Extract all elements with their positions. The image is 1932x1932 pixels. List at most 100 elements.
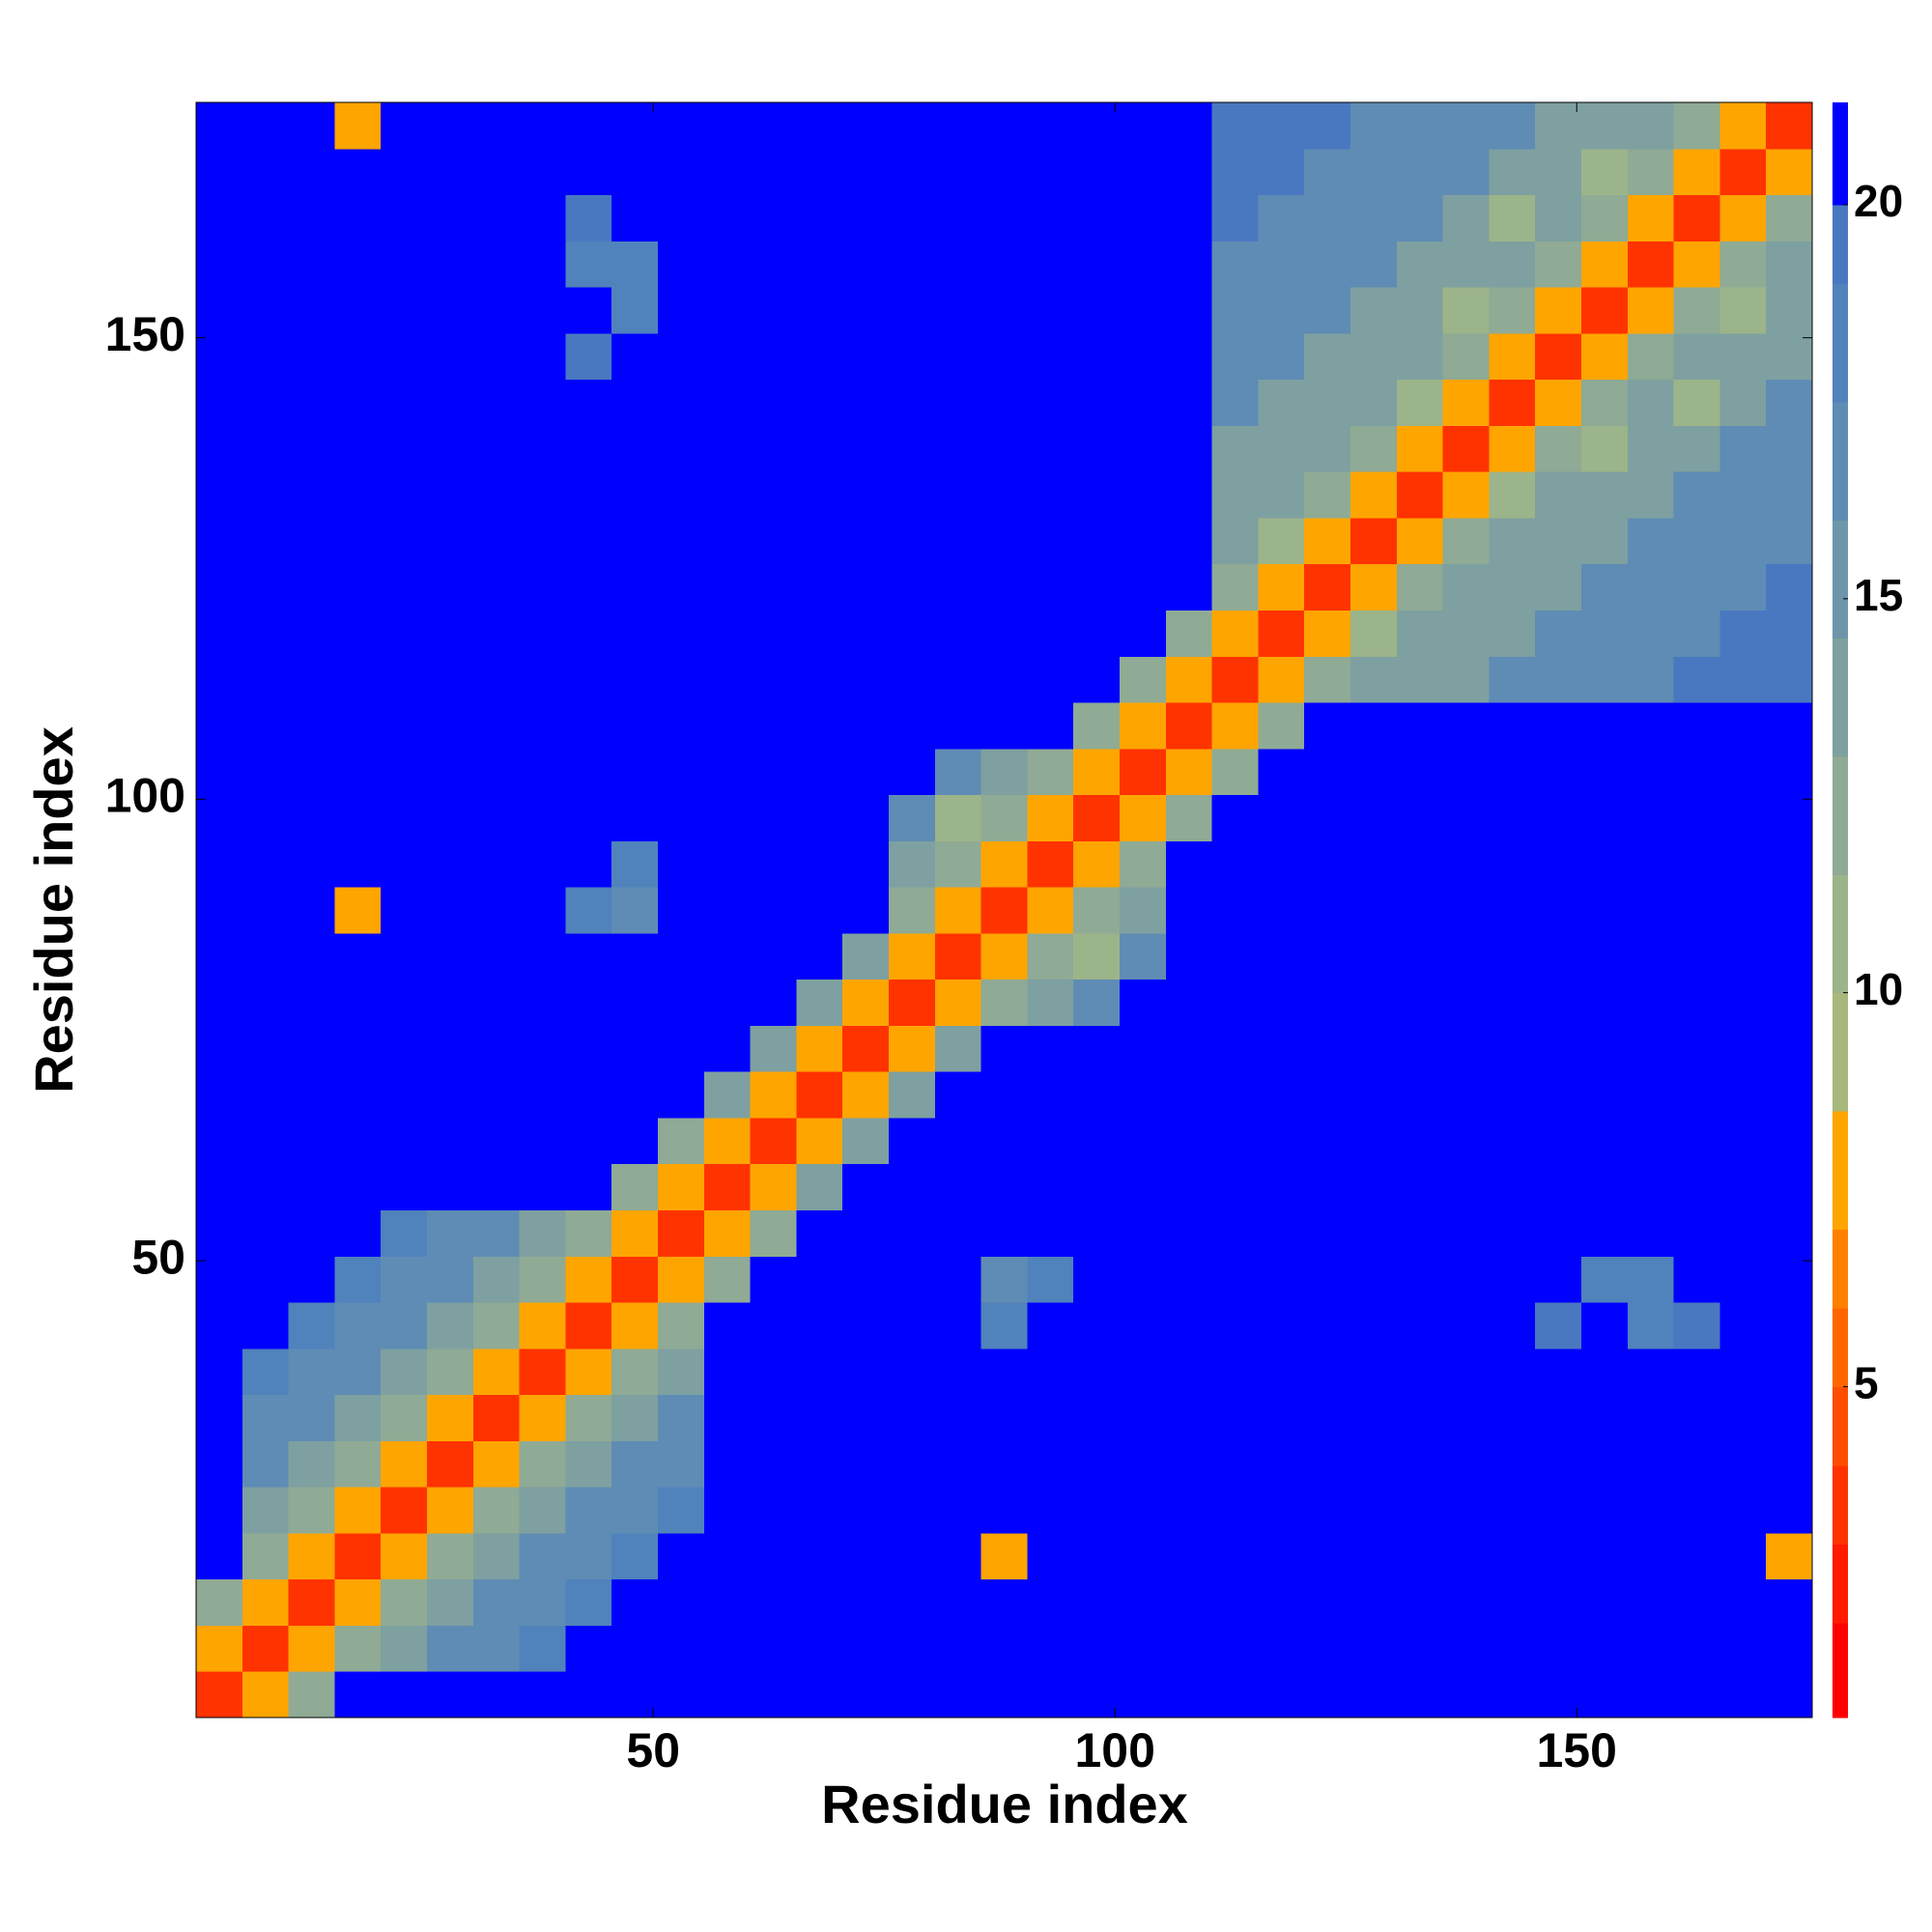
heatmap-cell xyxy=(565,1671,612,1719)
heatmap-cell xyxy=(1489,1117,1536,1165)
heatmap-cell xyxy=(1535,1071,1582,1119)
heatmap-cell xyxy=(934,610,982,657)
heatmap-cell xyxy=(242,1487,290,1534)
heatmap-cell xyxy=(934,1578,982,1626)
heatmap-cell xyxy=(1673,148,1720,196)
heatmap-cell xyxy=(889,748,936,796)
heatmap-cell xyxy=(1535,887,1582,934)
heatmap-cell xyxy=(1258,241,1305,288)
heatmap-cell xyxy=(427,702,474,750)
heatmap-cell xyxy=(796,1209,843,1257)
heatmap-cell xyxy=(1442,1625,1490,1672)
heatmap-cell xyxy=(658,1671,705,1719)
heatmap-cell xyxy=(1120,194,1167,242)
heatmap-cell xyxy=(1396,1440,1444,1488)
heatmap-cell xyxy=(934,1256,982,1303)
heatmap-cell xyxy=(1766,887,1813,934)
heatmap-cell xyxy=(1258,1578,1305,1626)
heatmap-cell xyxy=(242,1578,290,1626)
heatmap-cell xyxy=(1350,656,1398,703)
heatmap-cell xyxy=(196,932,243,980)
heatmap-cell xyxy=(1120,1071,1167,1119)
heatmap-cell xyxy=(1120,1209,1167,1257)
heatmap-cell xyxy=(288,840,335,888)
heatmap-cell xyxy=(1719,1532,1767,1580)
heatmap-cell xyxy=(427,610,474,657)
heatmap-cell xyxy=(381,840,428,888)
heatmap-cell xyxy=(1350,1578,1398,1626)
heatmap-cell xyxy=(1211,332,1259,381)
heatmap-cell xyxy=(196,702,243,750)
heatmap-cell xyxy=(658,1487,705,1534)
heatmap-cell xyxy=(242,610,290,657)
heatmap-cell xyxy=(1489,102,1536,150)
heatmap-cell xyxy=(889,1578,936,1626)
heatmap-cell xyxy=(1073,241,1121,288)
heatmap-cell xyxy=(427,241,474,288)
heatmap-cell xyxy=(1304,748,1351,796)
heatmap-cell xyxy=(565,887,612,934)
heatmap-cell xyxy=(934,517,982,565)
heatmap-cell xyxy=(519,148,566,196)
heatmap-cell xyxy=(1489,656,1536,703)
y-tick-label: 100 xyxy=(105,769,185,823)
heatmap-cell xyxy=(1442,1578,1490,1626)
heatmap-cell xyxy=(472,148,521,196)
heatmap-cell xyxy=(1211,1348,1259,1396)
heatmap-cell xyxy=(1350,148,1398,196)
heatmap-cell xyxy=(196,656,243,703)
heatmap-cell xyxy=(1489,979,1536,1026)
colorbar: 5 10 15 20 xyxy=(1833,102,1903,1719)
heatmap-cell xyxy=(703,1625,752,1672)
heatmap-cell xyxy=(1258,979,1305,1026)
heatmap-cell xyxy=(842,840,890,888)
heatmap-cell xyxy=(980,840,1028,888)
heatmap-cell xyxy=(1027,748,1074,796)
heatmap-cell xyxy=(1719,517,1767,565)
heatmap-cell xyxy=(519,979,566,1026)
heatmap-cell xyxy=(1489,1071,1536,1119)
heatmap-cell xyxy=(1120,748,1167,796)
heatmap-cell xyxy=(1211,887,1259,934)
heatmap-cell xyxy=(519,1025,566,1072)
heatmap-cell xyxy=(1673,379,1720,426)
heatmap-cell xyxy=(427,840,474,888)
heatmap-cell xyxy=(1258,1209,1305,1257)
heatmap-cell xyxy=(288,563,335,611)
heatmap-cell xyxy=(242,379,290,426)
heatmap-cell xyxy=(1719,656,1767,703)
heatmap-cell xyxy=(1535,1025,1582,1072)
heatmap-cell xyxy=(1027,840,1074,888)
heatmap-cell xyxy=(1581,840,1629,888)
heatmap-cell xyxy=(796,332,843,381)
heatmap-cell xyxy=(288,1394,335,1441)
heatmap-cell xyxy=(1165,794,1213,841)
heatmap-cell xyxy=(934,1163,982,1211)
heatmap-cell xyxy=(1350,471,1398,519)
heatmap-cell xyxy=(565,610,612,657)
heatmap-cell xyxy=(1258,1487,1305,1534)
heatmap-cell xyxy=(1396,1163,1444,1211)
heatmap-cell xyxy=(519,1487,566,1534)
heatmap-cell xyxy=(934,471,982,519)
heatmap-cell xyxy=(1489,1440,1536,1488)
heatmap-cell xyxy=(934,1348,982,1396)
heatmap-cell xyxy=(1719,102,1767,150)
heatmap-cell xyxy=(1442,1532,1490,1580)
heatmap-cell xyxy=(1304,425,1351,472)
heatmap-cell xyxy=(1165,1348,1213,1396)
heatmap-cell xyxy=(1766,379,1813,426)
heatmap-cell xyxy=(381,1256,428,1303)
heatmap-cell xyxy=(1719,1394,1767,1441)
heatmap-cell xyxy=(242,1302,290,1350)
heatmap-cell xyxy=(334,1117,382,1165)
heatmap-cell xyxy=(242,241,290,288)
heatmap-cell xyxy=(1766,840,1813,888)
colorbar-swatch xyxy=(1833,283,1848,403)
heatmap-cell xyxy=(381,287,428,334)
heatmap-cell xyxy=(658,517,705,565)
heatmap-cell xyxy=(611,748,659,796)
heatmap-cell xyxy=(334,1163,382,1211)
heatmap-cell xyxy=(1258,1071,1305,1119)
heatmap-cell xyxy=(1165,563,1213,611)
